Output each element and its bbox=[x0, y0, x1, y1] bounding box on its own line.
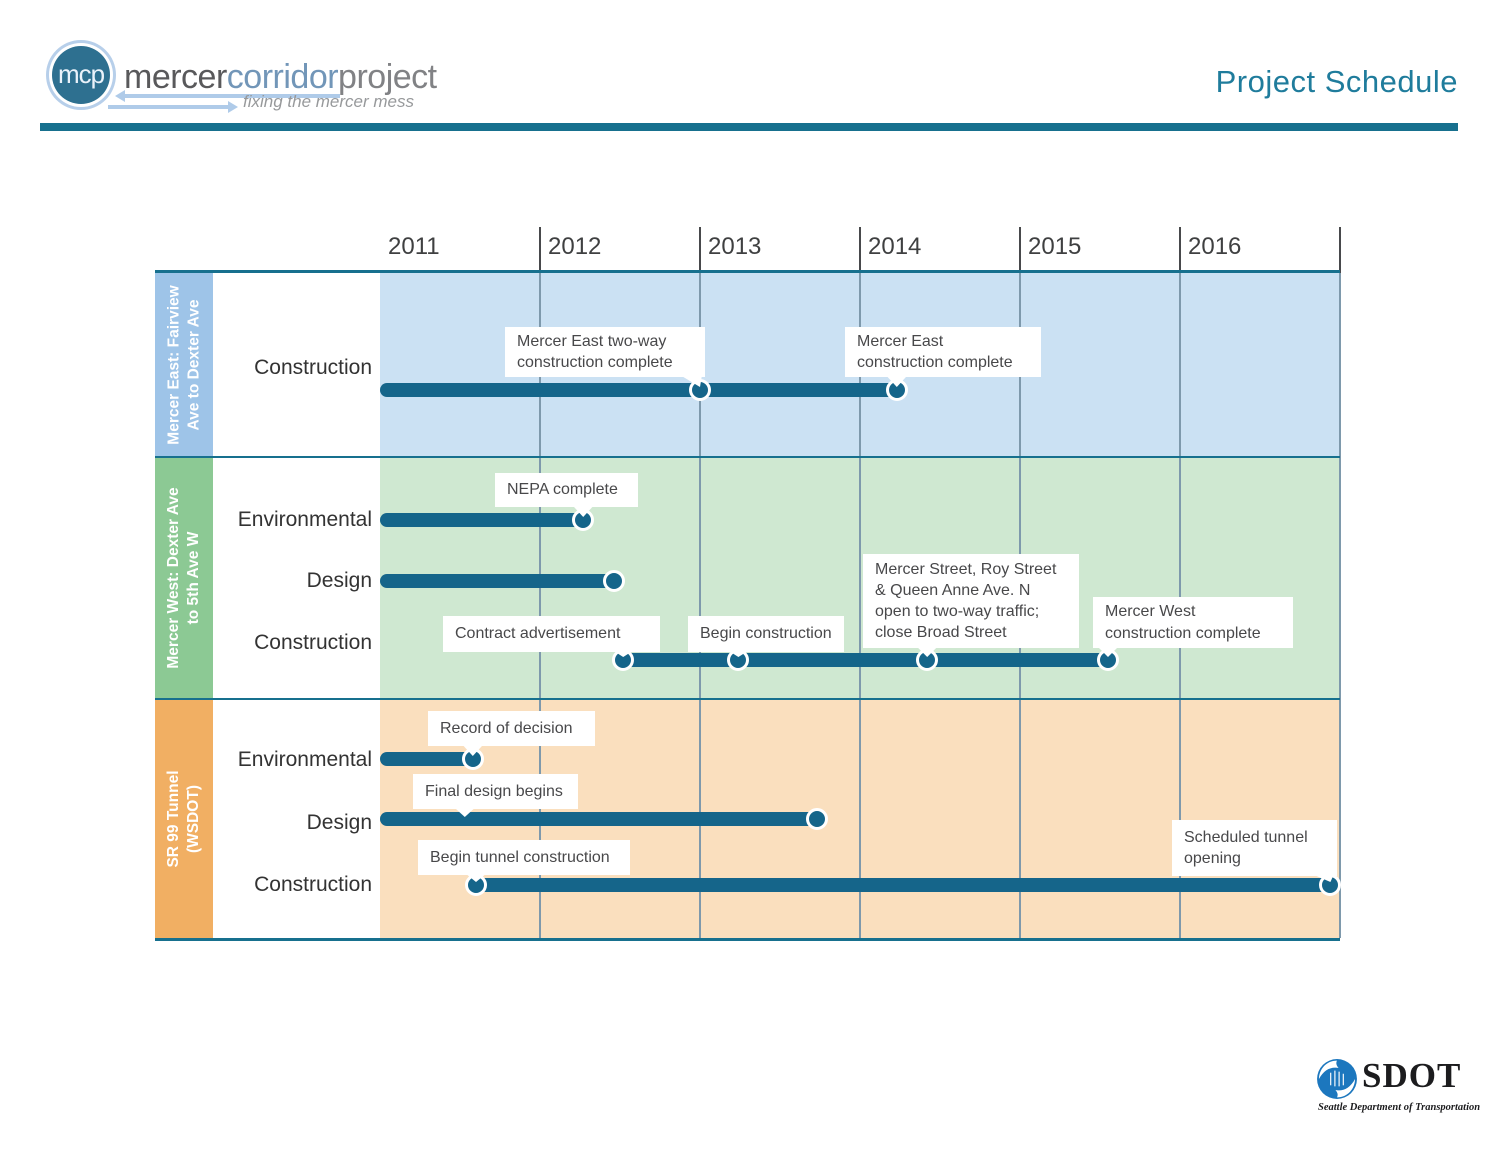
gridline bbox=[699, 273, 701, 938]
header-rule bbox=[40, 123, 1458, 131]
sdot-swirl-icon bbox=[1317, 1059, 1357, 1099]
year-label: 2012 bbox=[548, 233, 602, 260]
milestone-marker bbox=[461, 748, 484, 770]
brand-tagline: fixing the mercer mess bbox=[243, 92, 414, 111]
section-band: Mercer East: Fairview Ave to Dexter Ave bbox=[155, 273, 213, 456]
milestone-marker bbox=[465, 874, 487, 896]
row-label: Environmental bbox=[237, 508, 372, 531]
divider-line bbox=[155, 270, 1340, 273]
callout: Contract advertisement bbox=[443, 616, 660, 652]
wordmark-project: project bbox=[338, 58, 437, 96]
year-label: 2014 bbox=[868, 233, 922, 260]
callout: Mercer Street, Roy Street & Queen Anne A… bbox=[863, 554, 1079, 648]
milestone-marker bbox=[602, 570, 625, 592]
year-label: 2016 bbox=[1188, 233, 1242, 260]
gantt-bar bbox=[380, 752, 481, 766]
gridline bbox=[539, 273, 541, 938]
year-tick bbox=[1019, 227, 1021, 273]
page-title: Project Schedule bbox=[1215, 64, 1458, 99]
wordmark-corridor: corridor bbox=[226, 58, 339, 96]
row-label: Construction bbox=[254, 356, 372, 379]
row-label: Design bbox=[306, 569, 372, 592]
gantt-bar bbox=[469, 878, 1339, 892]
year-label: 2015 bbox=[1028, 233, 1082, 260]
gridline bbox=[1339, 273, 1341, 938]
milestone-marker bbox=[885, 379, 908, 401]
mcp-monogram: mcp bbox=[52, 46, 110, 104]
callout: Final design begins bbox=[413, 774, 578, 809]
section-band: Mercer West: Dexter Ave to 5th Ave W bbox=[155, 458, 213, 698]
brand-wordmark: mercercorridorproject bbox=[124, 58, 437, 97]
divider-line bbox=[155, 456, 1340, 458]
year-label: 2013 bbox=[708, 233, 762, 260]
gantt-bar bbox=[380, 383, 905, 397]
right-arrow-line bbox=[108, 105, 228, 109]
sdot-logo: SDOT Seattle Department of Transportatio… bbox=[1316, 1056, 1481, 1122]
sdot-name: SDOT bbox=[1362, 1056, 1462, 1095]
gantt-bar bbox=[380, 574, 622, 588]
left-arrow-head-icon bbox=[115, 90, 125, 102]
callout: NEPA complete bbox=[495, 473, 638, 507]
callout: Begin tunnel construction bbox=[418, 840, 630, 875]
row-label: Environmental bbox=[237, 748, 372, 771]
left-arrow-line bbox=[124, 94, 340, 98]
callout: Begin construction bbox=[688, 616, 844, 652]
divider-line bbox=[155, 698, 1340, 700]
callout: Mercer East construction complete bbox=[845, 327, 1041, 377]
divider-line bbox=[155, 938, 1340, 941]
gantt-bar bbox=[380, 513, 592, 527]
callout: Mercer East two-way construction complet… bbox=[505, 327, 705, 377]
callout: Record of decision bbox=[428, 711, 595, 746]
callout: Scheduled tunnel opening bbox=[1172, 820, 1337, 876]
section-band: SR 99 Tunnel (WSDOT) bbox=[155, 700, 213, 938]
row-label: Design bbox=[306, 811, 372, 834]
gantt-bar bbox=[380, 812, 825, 826]
brand-logo: mcp mercercorridorproject fixing the mer… bbox=[46, 40, 666, 120]
callout: Mercer West construction complete bbox=[1093, 597, 1293, 648]
year-tick bbox=[859, 227, 861, 273]
year-label: 2011 bbox=[388, 233, 440, 260]
year-tick bbox=[1339, 227, 1341, 273]
year-tick bbox=[1179, 227, 1181, 273]
mcp-logo-ring: mcp bbox=[46, 40, 116, 110]
row-label: Construction bbox=[254, 631, 372, 654]
milestone-marker bbox=[805, 808, 828, 830]
milestone-marker bbox=[689, 379, 711, 401]
milestone-marker bbox=[1097, 649, 1119, 671]
sdot-tagline: Seattle Department of Transportation bbox=[1318, 1102, 1481, 1113]
row-label: Construction bbox=[254, 873, 372, 896]
year-tick bbox=[539, 227, 541, 273]
right-arrow-head-icon bbox=[228, 101, 238, 113]
year-tick bbox=[699, 227, 701, 273]
gridline bbox=[859, 273, 861, 938]
wordmark-mercer: mercer bbox=[124, 58, 227, 96]
gantt-bar bbox=[616, 653, 1116, 667]
